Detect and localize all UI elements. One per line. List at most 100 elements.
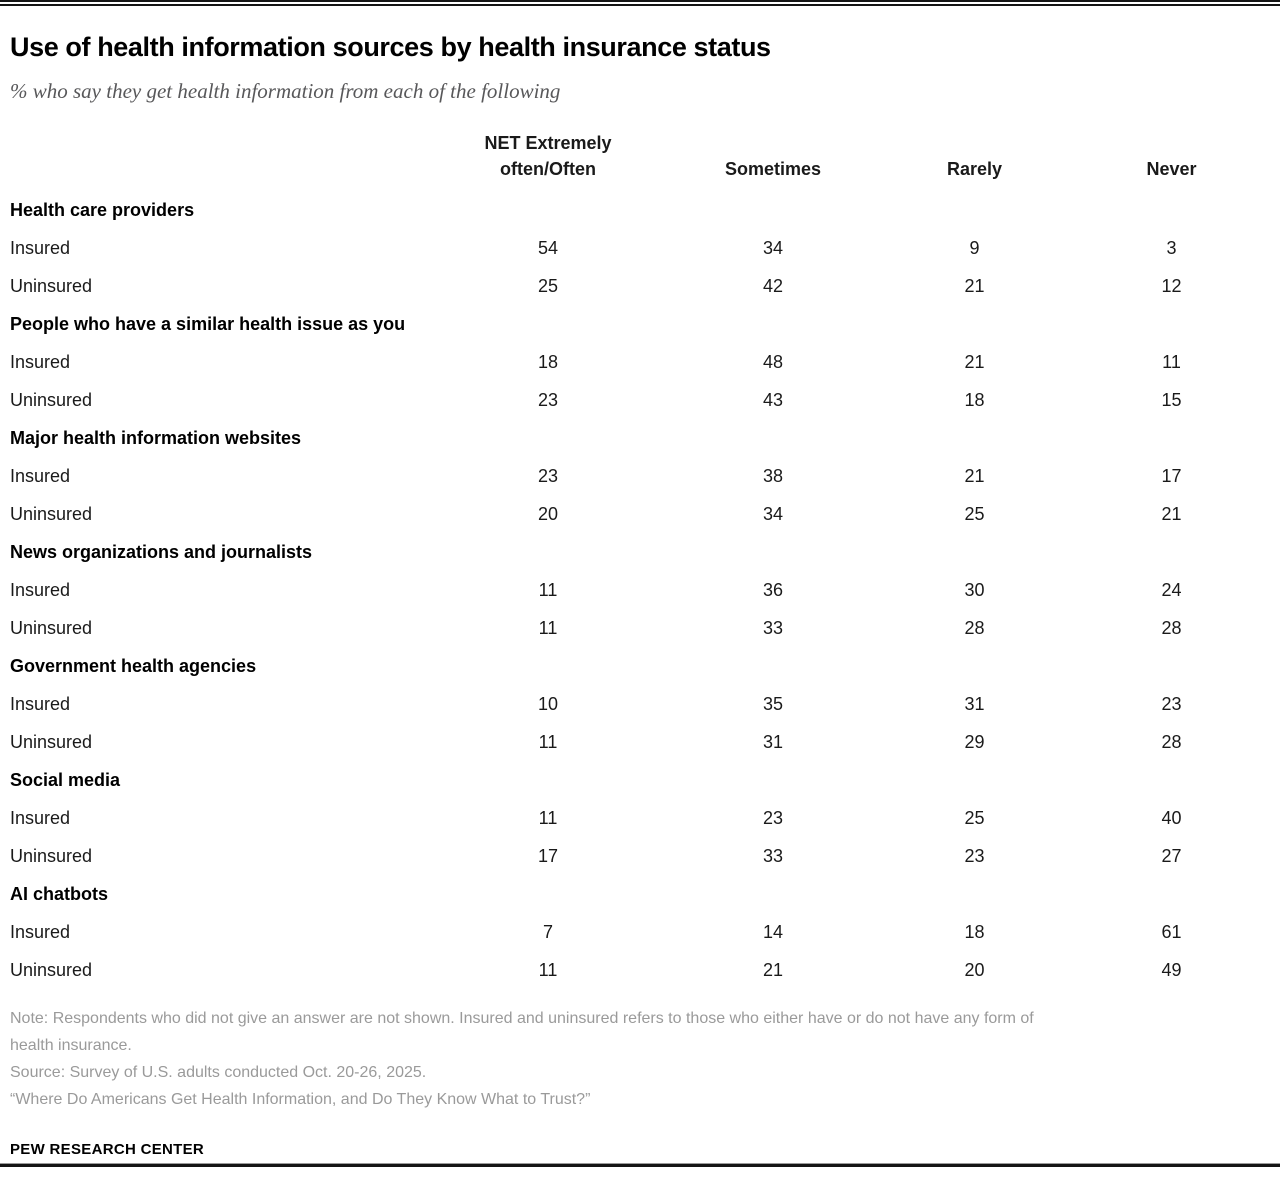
column-header-rarely: Rarely [946,159,1003,179]
column-header-never: Never [1146,159,1197,179]
table-row: Uninsured 17 33 23 27 [10,837,1270,875]
row-label: Uninsured [10,503,93,524]
value-cell: 25 [537,275,559,296]
value-cell: 17 [537,845,559,866]
section-header-row: People who have a similar health issue a… [10,305,1270,343]
report-card: Use of health information sources by hea… [0,31,1280,1158]
section-label: News organizations and journalists [10,541,313,562]
table-row: Insured 18 48 21 11 [10,343,1270,381]
report-title-text: “Where Do Americans Get Health Informati… [10,1091,591,1108]
section-header-row: Health care providers [10,191,1270,229]
column-header-net-extremely-often: NET Extremely often/Often [484,133,612,179]
table-row: Uninsured 11 31 29 28 [10,723,1270,761]
row-label: Uninsured [10,275,93,296]
value-cell: 33 [762,617,784,638]
value-cell: 30 [964,579,985,600]
value-cell: 12 [1161,275,1182,296]
section-header-row: Social media [10,761,1270,799]
value-cell: 27 [1161,845,1182,866]
value-cell: 25 [964,503,985,524]
row-label: Uninsured [10,617,93,638]
column-header-sometimes: Sometimes [724,159,822,179]
value-cell: 11 [538,959,558,980]
table-body: Health care providers Insured 54 34 9 3 Uninsu… [10,191,1270,989]
section-header-row: Major health information websites [10,419,1270,457]
value-cell: 21 [964,351,985,372]
section-label: Health care providers [10,199,195,220]
value-cell: 7 [542,921,553,942]
value-cell: 38 [762,465,784,486]
value-cell: 11 [538,807,558,828]
column-header-row: NET Extremely often/Often Sometimes Rare… [10,118,1270,191]
value-cell: 21 [762,959,784,980]
row-label: Insured [10,807,71,828]
row-label: Uninsured [10,959,93,980]
value-cell: 28 [964,617,985,638]
section-header-row: AI chatbots [10,875,1270,913]
value-cell: 43 [762,389,784,410]
table-row: Insured 10 35 31 23 [10,685,1270,723]
value-cell: 21 [964,465,985,486]
table-row: Uninsured 11 33 28 28 [10,609,1270,647]
value-cell: 14 [762,921,784,942]
table-row: Uninsured 20 34 25 21 [10,495,1270,533]
section-label: Major health information websites [10,427,302,448]
value-cell: 18 [537,351,559,372]
value-cell: 28 [1161,731,1182,752]
value-cell: 11 [538,731,558,752]
section-header-row: Government health agencies [10,647,1270,685]
value-cell: 18 [964,389,985,410]
value-cell: 34 [762,503,784,524]
value-cell: 21 [964,275,985,296]
bottom-rule [0,1163,1280,1167]
section-label: People who have a similar health issue a… [10,313,406,334]
value-cell: 54 [537,237,559,258]
table-row: Uninsured 11 21 20 49 [10,951,1270,989]
value-cell: 23 [762,807,784,828]
value-cell: 35 [762,693,784,714]
value-cell: 34 [762,237,784,258]
row-label: Insured [10,351,71,372]
value-cell: 23 [1161,693,1182,714]
value-cell: 31 [964,693,985,714]
section-label: Social media [10,769,121,790]
value-cell: 11 [1162,351,1181,372]
table-row: Insured 54 34 9 3 [10,229,1270,267]
table-row: Insured 11 23 25 40 [10,799,1270,837]
value-cell: 49 [1161,959,1182,980]
top-rule [0,0,1280,6]
footnotes: Note: Respondents who did not give an an… [10,1005,1245,1113]
source-text: Source: Survey of U.S. adults conducted … [10,1064,427,1081]
value-cell: 23 [537,389,559,410]
brand-pew-research-center: PEW RESEARCH CENTER [10,1141,205,1158]
value-cell: 18 [964,921,985,942]
value-cell: 33 [762,845,784,866]
value-cell: 23 [964,845,985,866]
table-row: Insured 11 36 30 24 [10,571,1270,609]
value-cell: 61 [1161,921,1182,942]
value-cell: 31 [762,731,784,752]
note-text: Note: Respondents who did not give an an… [10,1010,1034,1054]
value-cell: 11 [538,579,558,600]
table-row: Uninsured 23 43 18 15 [10,381,1270,419]
row-label: Insured [10,579,71,600]
value-cell: 42 [762,275,784,296]
row-label: Insured [10,921,71,942]
value-cell: 17 [1161,465,1182,486]
row-label: Uninsured [10,389,93,410]
section-label: AI chatbots [10,883,109,904]
subtitle: % who say they get health information fr… [10,79,561,103]
table-row: Insured 23 38 21 17 [10,457,1270,495]
value-cell: 15 [1161,389,1182,410]
table-row: Insured 7 14 18 61 [10,913,1270,951]
value-cell: 36 [762,579,784,600]
data-table: NET Extremely often/Often Sometimes Rare… [10,118,1270,989]
value-cell: 29 [964,731,985,752]
value-cell: 40 [1161,807,1182,828]
page-title: Use of health information sources by hea… [10,32,771,62]
value-cell: 28 [1161,617,1182,638]
value-cell: 21 [1161,503,1182,524]
value-cell: 9 [969,237,980,258]
section-label: Government health agencies [10,655,257,676]
empty-header-cell [10,118,426,191]
